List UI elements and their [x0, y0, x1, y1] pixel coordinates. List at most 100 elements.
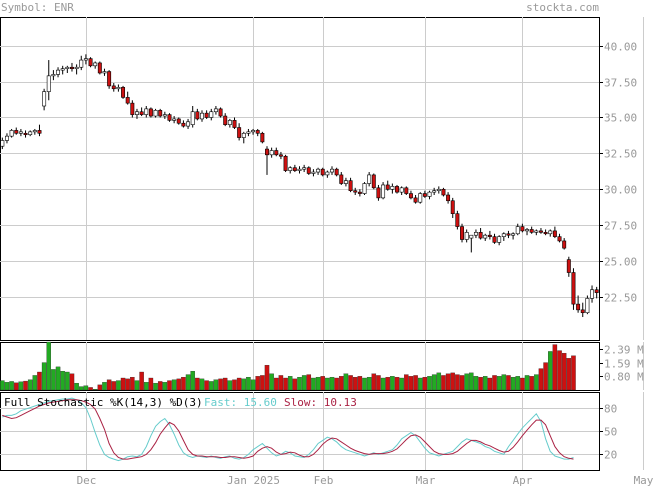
candle — [37, 124, 42, 137]
volume-bar — [404, 374, 409, 391]
volume-bar — [157, 381, 163, 391]
volume-bar — [209, 381, 214, 391]
candle-body-down — [450, 200, 455, 214]
volume-bar — [520, 377, 525, 391]
volume-bar — [329, 376, 335, 391]
candle — [135, 108, 139, 119]
candle-body-up — [515, 226, 520, 235]
volume-bar — [199, 378, 205, 391]
x-tick-label: Apr — [513, 474, 533, 486]
candle — [23, 130, 28, 138]
volume-bar — [487, 377, 493, 391]
price-tick-label: 40.00 — [604, 41, 637, 54]
candle — [343, 177, 348, 187]
volume-bar — [352, 376, 358, 391]
candle — [162, 111, 167, 119]
candle-body-down — [460, 226, 464, 240]
volume-bar — [204, 380, 209, 391]
price-tick-label: 30.00 — [604, 184, 637, 197]
volume-bar — [390, 376, 395, 391]
candle-body-down — [492, 236, 497, 243]
candle-body-down — [139, 111, 144, 115]
volume-bar — [510, 376, 516, 391]
stochastic-tick-label: 20 — [604, 449, 617, 462]
candle-body-up — [251, 130, 256, 133]
volume-bar — [422, 376, 428, 391]
candle-body-down — [487, 234, 492, 237]
candle-body-down — [348, 180, 353, 192]
candle-body-down — [353, 190, 358, 193]
candle-body-up — [18, 131, 23, 134]
candle-body-down — [265, 148, 269, 156]
volume-bar — [413, 375, 418, 391]
candle — [14, 127, 19, 135]
candle-body-down — [278, 154, 283, 157]
candle — [562, 238, 567, 250]
candle — [9, 128, 14, 138]
candle — [28, 130, 33, 137]
candle-body-up — [162, 114, 167, 117]
volume-bar — [46, 341, 51, 391]
volume-bar — [60, 370, 65, 391]
candle-body-down — [446, 194, 451, 202]
candle-body-up — [330, 168, 334, 173]
candle — [427, 190, 432, 200]
volume-bar — [18, 381, 24, 391]
volume-bar — [445, 373, 451, 391]
candle — [116, 84, 121, 92]
volume-bar — [543, 362, 548, 391]
candle — [269, 147, 274, 158]
candle-body-up — [51, 74, 56, 77]
volume-bar — [357, 376, 363, 391]
candle-body-up — [548, 230, 553, 235]
candle — [399, 186, 404, 196]
candle — [176, 117, 181, 125]
candle-body-down — [130, 102, 135, 115]
volume-bar — [130, 376, 135, 391]
candle-body-up — [227, 120, 232, 125]
symbol-label: Symbol: ENR — [1, 1, 74, 14]
candle — [580, 302, 585, 318]
volume-bar — [362, 377, 367, 391]
candle-body-down — [334, 168, 339, 176]
candle-body-up — [511, 233, 516, 236]
candle — [278, 151, 283, 160]
candle — [292, 164, 297, 173]
volume-bar — [51, 369, 56, 391]
candle — [413, 195, 418, 204]
candle-body-down — [237, 127, 242, 138]
candle-body-down — [107, 71, 112, 87]
candle-body-down — [576, 303, 581, 311]
candle — [4, 133, 9, 144]
candle — [525, 228, 529, 236]
candle — [548, 229, 553, 237]
candle — [32, 128, 37, 135]
candle-body-down — [422, 193, 427, 197]
candle-body-down — [580, 309, 585, 314]
site-label: stockta.com — [526, 1, 599, 14]
candle-body-up — [213, 108, 218, 113]
x-tick-label: May — [634, 474, 654, 486]
candle-body-down — [543, 232, 548, 235]
candle-body-down — [111, 85, 116, 90]
candle-body-down — [413, 197, 418, 203]
volume-bar — [306, 374, 312, 391]
candle-body-up — [302, 167, 307, 170]
candle-body-up — [501, 233, 506, 237]
candle-body-up — [60, 68, 65, 71]
volume-bar — [371, 373, 377, 391]
candle-body-down — [158, 110, 163, 117]
volume-bar — [232, 379, 237, 391]
candle-body-up — [381, 184, 386, 199]
candle — [362, 182, 367, 196]
candle-body-up — [343, 180, 348, 184]
candle — [460, 223, 464, 243]
fast-k-line — [2, 397, 574, 462]
price-tick-label: 37.50 — [604, 77, 637, 90]
candle-body-down — [232, 120, 237, 128]
stochastic-title: Full Stochastic %K(14,3) %D(3) — [4, 396, 203, 409]
candle-body-down — [594, 289, 599, 293]
volume-bar — [325, 377, 330, 391]
candle — [325, 170, 330, 178]
candle-body-down — [23, 132, 28, 136]
